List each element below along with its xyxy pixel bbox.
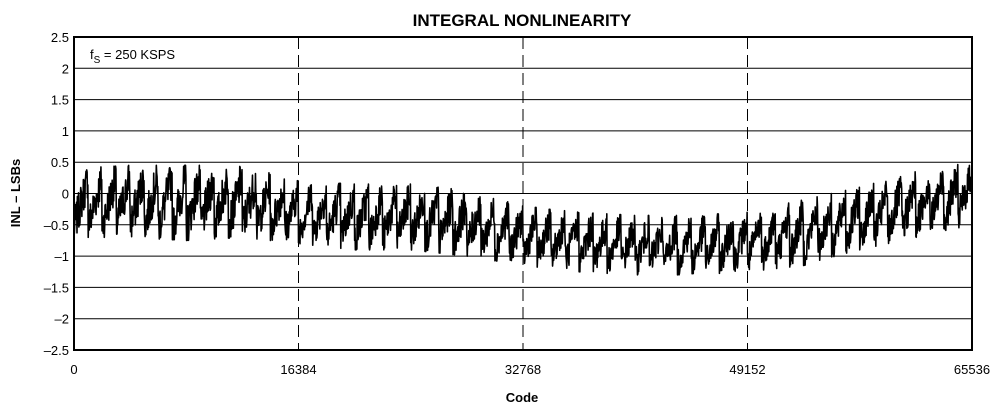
chart-title: INTEGRAL NONLINEARITY [413,11,632,30]
x-tick-label: 0 [70,362,77,377]
annotation-subscript: S [94,55,101,66]
y-tick-label: –2.5 [44,343,69,358]
x-tick-labels: 0 16384 32768 49152 65536 [70,362,990,377]
y-tick-label: 2.5 [51,30,69,45]
inl-series [73,163,973,276]
y-tick-label: –1 [55,249,69,264]
annotation-main: f [90,47,94,62]
y-tick-label: 2 [62,61,69,76]
annotation-sample-rate: fS = 250 KSPS [90,47,175,66]
y-tick-label: 0.5 [51,155,69,170]
x-tick-label: 32768 [505,362,541,377]
y-tick-label: –0.5 [44,218,69,233]
y-tick-labels: 2.5 2 1.5 1 0.5 0 –0.5 –1 –1.5 –2 –2.5 [44,30,69,358]
y-tick-label: 0 [62,187,69,202]
y-tick-label: –1.5 [44,280,69,295]
plot-frame [73,36,973,351]
x-tick-label: 49152 [729,362,765,377]
x-axis-title: Code [506,390,539,405]
x-tick-label: 65536 [954,362,990,377]
y-axis-title: INL – LSBs [8,159,23,227]
x-tick-label: 16384 [280,362,316,377]
y-tick-label: –2 [55,312,69,327]
y-tick-label: 1 [62,124,69,139]
y-tick-label: 1.5 [51,93,69,108]
annotation-rest: = 250 KSPS [100,47,175,62]
inl-trace [73,163,973,276]
